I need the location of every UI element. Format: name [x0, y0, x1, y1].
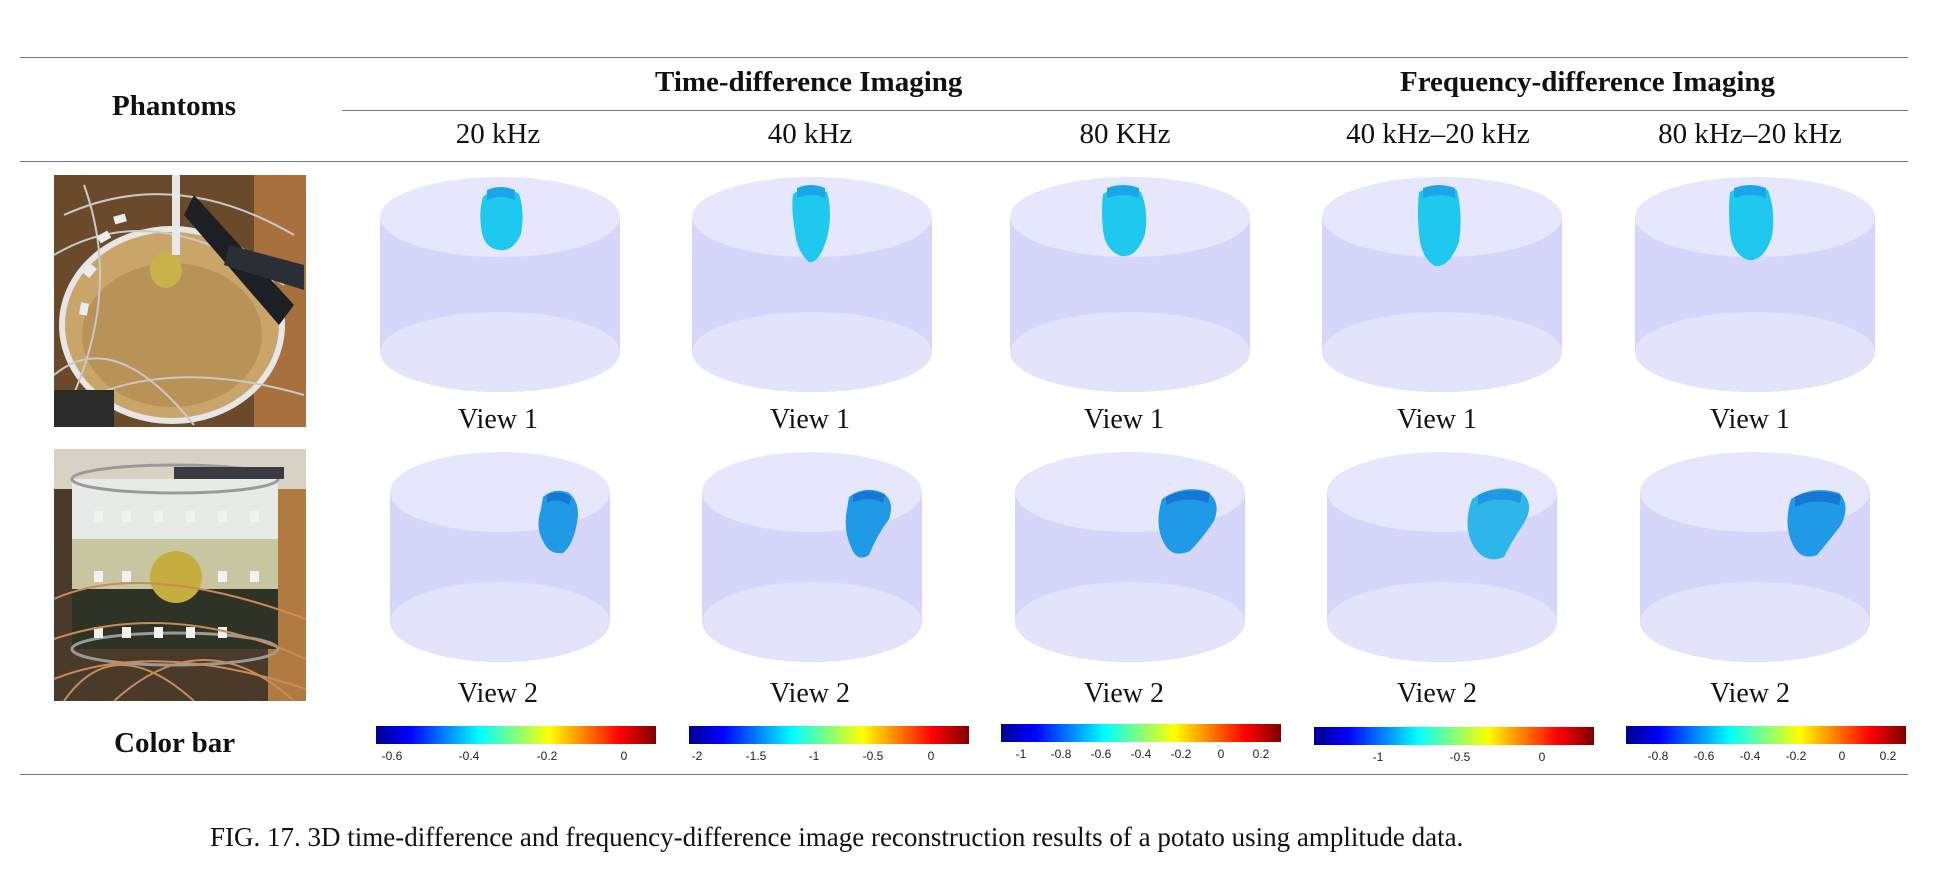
colorbar-2-tick: -1.5: [746, 749, 767, 763]
colorbar-40khz: -2 -1.5 -1 -0.5 0: [685, 724, 975, 768]
view2-label-1: View 2: [458, 678, 538, 709]
colorbar-2-tick: -1: [809, 749, 820, 763]
colorbar-4-tick: 0: [1539, 750, 1546, 764]
colorbar-4-tick: -0.5: [1450, 750, 1471, 764]
colorbar-5-tick: -0.2: [1786, 749, 1807, 763]
reconstruction-view2-80khz: [1010, 447, 1260, 677]
colorbar-1-tick: 0: [621, 749, 628, 763]
reconstruction-view2-40-20khz: [1322, 447, 1572, 677]
colorbar-1-tick: -0.2: [537, 749, 558, 763]
colorbar-80-20khz: -0.8 -0.6 -0.4 -0.2 0 0.2: [1622, 724, 1912, 768]
colorbar-5-tick: -0.4: [1740, 749, 1761, 763]
colorbar-2-tick: -0.5: [863, 749, 884, 763]
colorbar-3-tick: 0.2: [1253, 747, 1270, 761]
colorbar-4-tick: -1: [1373, 750, 1384, 764]
colorbar-80khz: -1 -0.8 -0.6 -0.4 -0.2 0 0.2: [997, 722, 1287, 766]
view1-label-2: View 1: [770, 404, 850, 435]
header-bottom-rule: [20, 161, 1908, 162]
reconstruction-view1-40khz: [687, 172, 937, 402]
reconstruction-view2-20khz: [385, 447, 635, 677]
view2-label-3: View 2: [1084, 678, 1164, 709]
figure-caption: FIG. 17. 3D time-difference and frequenc…: [210, 822, 1464, 852]
view1-label-3: View 1: [1084, 404, 1164, 435]
reconstruction-view2-40khz: [697, 447, 947, 677]
colorbar-3-tick: -0.8: [1051, 747, 1072, 761]
phantom-photo-side-view: [54, 449, 306, 701]
colorbar-3-tick: -0.6: [1091, 747, 1112, 761]
view2-label-5: View 2: [1710, 678, 1790, 709]
frequency-difference-header: Frequency-difference Imaging: [1400, 66, 1776, 98]
column-header-5: 80 kHz–20 kHz: [1658, 118, 1842, 150]
colorbar-2-tick: -2: [692, 749, 703, 763]
colorbar-5-tick: 0: [1839, 749, 1846, 763]
view2-label-2: View 2: [770, 678, 850, 709]
table-bottom-rule: [20, 774, 1908, 775]
table-top-rule: [20, 57, 1908, 58]
column-header-3: 80 KHz: [1079, 118, 1171, 150]
colorbar-1-tick: -0.4: [459, 749, 480, 763]
reconstruction-view1-40-20khz: [1317, 172, 1567, 402]
colorbar-3-tick: 0: [1218, 747, 1225, 761]
view1-label-5: View 1: [1710, 404, 1790, 435]
column-header-1: 20 kHz: [455, 118, 541, 150]
colorbar-5-tick: -0.6: [1694, 749, 1715, 763]
phantom-photo-top-view: [54, 175, 306, 427]
colorbar-3-tick: -0.2: [1171, 747, 1192, 761]
colorbar-1-tick: -0.6: [382, 749, 403, 763]
colorbar-20khz: -0.6 -0.4 -0.2 0: [372, 724, 662, 768]
color-bar-label: Color bar: [114, 727, 236, 759]
view1-label-1: View 1: [458, 404, 538, 435]
column-header-2: 40 kHz: [767, 118, 853, 150]
reconstruction-view2-80-20khz: [1635, 447, 1885, 677]
colorbar-40-20khz: -1 -0.5 0: [1310, 725, 1600, 769]
colorbar-2-tick: 0: [928, 749, 935, 763]
colorbar-5-tick: -0.8: [1648, 749, 1669, 763]
reconstruction-view1-20khz: [375, 172, 625, 402]
phantoms-header: Phantoms: [112, 90, 237, 122]
reconstruction-view1-80-20khz: [1630, 172, 1880, 402]
colorbar-5-tick: 0.2: [1880, 749, 1897, 763]
colorbar-3-tick: -0.4: [1131, 747, 1152, 761]
reconstruction-view1-80khz: [1005, 172, 1255, 402]
column-header-4: 40 kHz–20 kHz: [1346, 118, 1530, 150]
time-difference-header: Time-difference Imaging: [655, 66, 963, 98]
colorbar-3-tick: -1: [1016, 747, 1027, 761]
group-header-rule: [342, 110, 1908, 111]
view1-label-4: View 1: [1397, 404, 1477, 435]
view2-label-4: View 2: [1397, 678, 1477, 709]
